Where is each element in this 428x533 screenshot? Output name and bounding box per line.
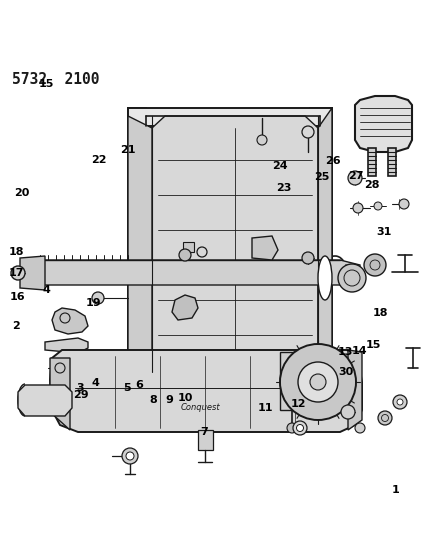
Bar [368, 148, 376, 176]
Text: 30: 30 [338, 367, 354, 377]
Bar [310, 108, 332, 390]
Bar [128, 108, 146, 390]
Circle shape [122, 448, 138, 464]
Text: 26: 26 [325, 156, 341, 166]
Polygon shape [52, 308, 88, 334]
Text: 22: 22 [92, 155, 107, 165]
Text: 3: 3 [77, 383, 84, 393]
Circle shape [397, 399, 403, 405]
Text: 31: 31 [377, 228, 392, 237]
Polygon shape [20, 256, 45, 290]
Circle shape [197, 247, 207, 257]
Polygon shape [45, 338, 88, 353]
Bar [198, 430, 213, 450]
Text: 19: 19 [86, 298, 101, 308]
Circle shape [92, 292, 104, 304]
Text: 18: 18 [372, 309, 388, 318]
Circle shape [341, 405, 355, 419]
Text: 17: 17 [9, 268, 24, 278]
Circle shape [298, 362, 338, 402]
Circle shape [374, 202, 382, 210]
Polygon shape [35, 260, 360, 285]
Text: 23: 23 [276, 183, 291, 192]
Text: 6: 6 [136, 380, 143, 390]
Polygon shape [172, 295, 198, 320]
Text: 25: 25 [314, 172, 330, 182]
Circle shape [297, 424, 303, 432]
Circle shape [126, 452, 134, 460]
Bar [128, 372, 332, 390]
Text: 7: 7 [200, 427, 208, 437]
Polygon shape [318, 108, 332, 390]
Text: 21: 21 [120, 146, 135, 155]
Polygon shape [252, 236, 278, 260]
Circle shape [393, 395, 407, 409]
Circle shape [302, 252, 314, 264]
Circle shape [257, 135, 267, 145]
Text: 1: 1 [392, 486, 400, 495]
Text: 28: 28 [364, 181, 379, 190]
Circle shape [293, 421, 307, 435]
Text: 2: 2 [12, 321, 20, 331]
Text: 15: 15 [366, 341, 381, 350]
Text: 5732  2100: 5732 2100 [12, 72, 99, 87]
Circle shape [287, 423, 297, 433]
Ellipse shape [318, 256, 332, 300]
Circle shape [355, 423, 365, 433]
Text: Conquest: Conquest [180, 403, 220, 413]
Circle shape [310, 374, 326, 390]
Text: 18: 18 [9, 247, 24, 256]
Polygon shape [128, 116, 152, 375]
Circle shape [338, 264, 366, 292]
Circle shape [364, 254, 386, 276]
Text: 29: 29 [73, 391, 88, 400]
Circle shape [378, 411, 392, 425]
Text: 12: 12 [291, 399, 306, 409]
Polygon shape [355, 96, 412, 152]
Polygon shape [50, 350, 362, 432]
Text: 24: 24 [273, 161, 288, 171]
Text: 4: 4 [42, 285, 50, 295]
Text: 5: 5 [123, 383, 131, 393]
Text: 20: 20 [15, 188, 30, 198]
Circle shape [280, 344, 356, 420]
Bar [388, 148, 396, 176]
Circle shape [179, 249, 191, 261]
Polygon shape [282, 352, 340, 408]
Text: 16: 16 [10, 293, 26, 302]
Polygon shape [183, 242, 194, 252]
Text: 27: 27 [348, 171, 364, 181]
Circle shape [11, 266, 25, 280]
Polygon shape [152, 116, 318, 372]
Polygon shape [18, 385, 72, 416]
Circle shape [353, 203, 363, 213]
Text: 10: 10 [177, 393, 193, 402]
Text: 11: 11 [258, 403, 273, 413]
Text: 15: 15 [39, 79, 54, 89]
Polygon shape [50, 358, 70, 430]
Bar [128, 108, 332, 126]
Circle shape [55, 363, 65, 373]
Circle shape [399, 199, 409, 209]
Text: 13: 13 [338, 347, 354, 357]
Text: 14: 14 [352, 346, 367, 356]
Bar [280, 352, 295, 410]
Text: 8: 8 [149, 395, 157, 405]
Circle shape [348, 171, 362, 185]
Text: 4: 4 [91, 378, 99, 387]
Polygon shape [348, 350, 362, 430]
Text: 9: 9 [165, 395, 173, 405]
